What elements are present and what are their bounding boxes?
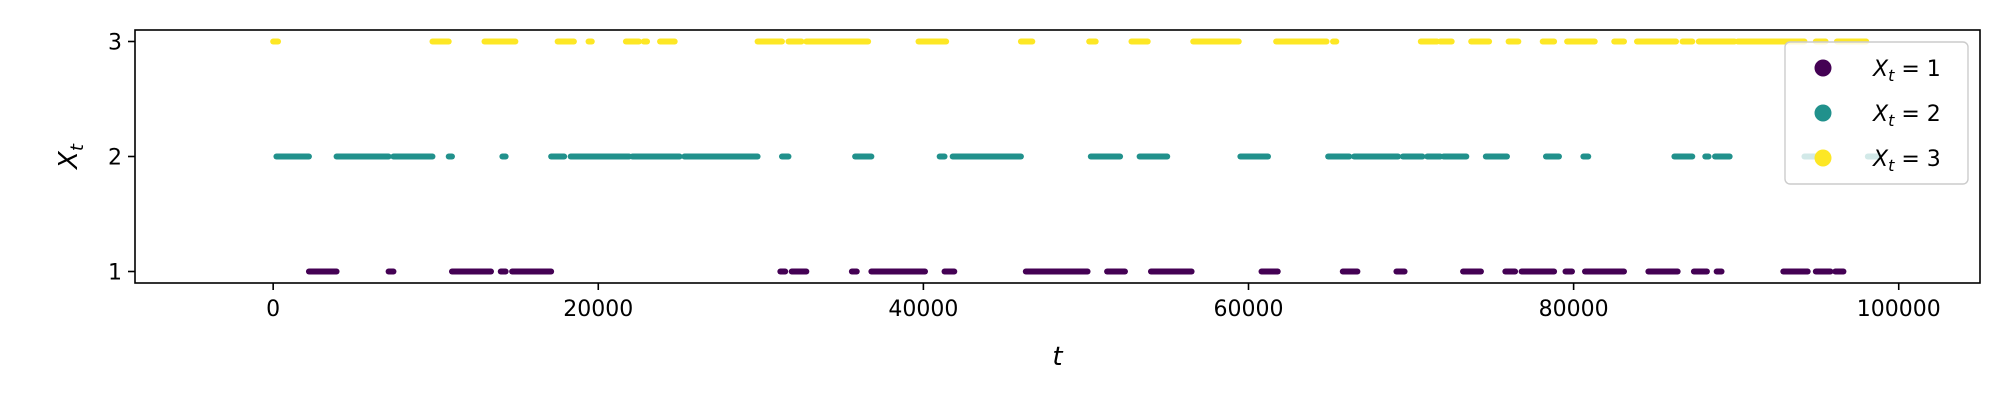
y-tick-label: 1: [108, 261, 122, 286]
legend-item: Xt = 2: [1814, 102, 1941, 130]
legend-label: Xt = 1: [1872, 57, 1941, 85]
legend-label: Xt = 3: [1872, 147, 1941, 175]
x-tick-label: 100000: [1857, 297, 1941, 322]
y-axis-label: Xt: [54, 143, 88, 171]
x-tick-label: 40000: [888, 297, 958, 322]
y-axis-label-sub: t: [67, 143, 88, 151]
legend-marker: [1814, 149, 1832, 167]
x-tick-label: 0: [266, 297, 280, 322]
y-tick-label: 2: [108, 146, 122, 171]
legend-item: Xt = 1: [1814, 57, 1941, 85]
legend-marker: [1814, 104, 1832, 122]
y-tick-label: 3: [108, 31, 122, 56]
legend-marker: [1814, 59, 1832, 77]
legend-box: [1784, 41, 1969, 185]
legend: Xt = 1 Xt = 2 Xt = 3: [1784, 41, 1969, 185]
plot-marks: [270, 38, 1883, 275]
x-tick-label: 20000: [563, 297, 633, 322]
legend-item: Xt = 3: [1814, 147, 1941, 175]
y-axis-label-main: X: [54, 150, 84, 171]
x-tick-label: 60000: [1214, 297, 1284, 322]
legend-label: Xt = 2: [1872, 102, 1941, 130]
axis-ticks: 0 20000 40000 60000 80000 100000 1 2 3: [108, 31, 1941, 323]
x-tick-label: 80000: [1539, 297, 1609, 322]
x-axis-label: t: [1052, 342, 1063, 372]
